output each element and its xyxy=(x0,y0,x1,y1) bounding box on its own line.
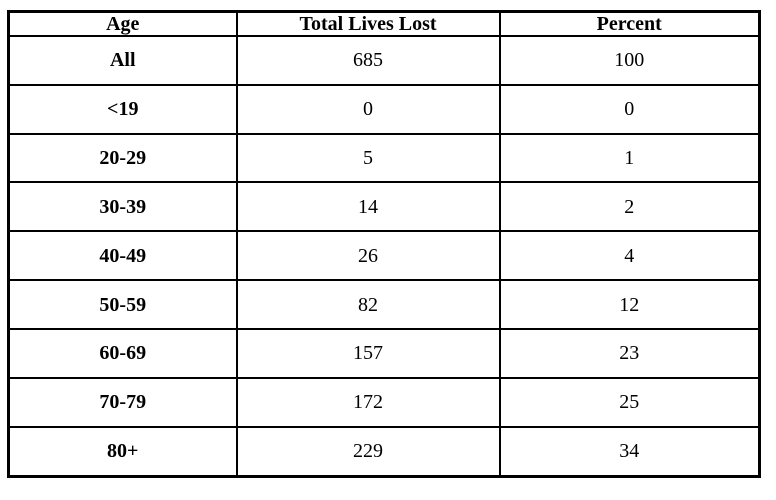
cell-total-lives-lost: 157 xyxy=(235,327,501,379)
lives-lost-table-container: Age Total Lives Lost Percent All 685 100… xyxy=(7,10,761,478)
cell-total-lives-lost: 26 xyxy=(235,230,501,282)
cell-age: 40-49 xyxy=(7,230,238,282)
cell-percent: 0 xyxy=(498,83,761,135)
table-row: 40-49 26 4 xyxy=(7,230,761,282)
table-row: 50-59 82 12 xyxy=(7,279,761,330)
cell-total-lives-lost: 82 xyxy=(235,279,501,330)
cell-percent: 4 xyxy=(498,230,761,282)
cell-total-lives-lost: 5 xyxy=(235,132,501,184)
cell-age: 50-59 xyxy=(7,279,238,330)
cell-total-lives-lost: 229 xyxy=(235,425,501,478)
lives-lost-by-age-table: Age Total Lives Lost Percent All 685 100… xyxy=(7,10,761,478)
cell-age: 60-69 xyxy=(7,327,238,379)
cell-age: 80+ xyxy=(7,425,238,478)
cell-percent: 25 xyxy=(498,376,761,428)
table-row: 80+ 229 34 xyxy=(7,425,761,478)
cell-percent: 100 xyxy=(498,35,761,86)
column-header-percent: Percent xyxy=(498,10,761,37)
cell-total-lives-lost: 172 xyxy=(235,376,501,428)
table-row: <19 0 0 xyxy=(7,83,761,135)
column-header-total-lives-lost: Total Lives Lost xyxy=(235,10,501,37)
cell-total-lives-lost: 14 xyxy=(235,181,501,233)
cell-percent: 2 xyxy=(498,181,761,233)
table-row: 30-39 14 2 xyxy=(7,181,761,233)
table-row: 70-79 172 25 xyxy=(7,376,761,428)
header-row: Age Total Lives Lost Percent xyxy=(7,10,761,37)
table-row: All 685 100 xyxy=(7,35,761,86)
cell-percent: 34 xyxy=(498,425,761,478)
table-row: 20-29 5 1 xyxy=(7,132,761,184)
cell-age: 70-79 xyxy=(7,376,238,428)
cell-age: <19 xyxy=(7,83,238,135)
cell-age: All xyxy=(7,35,238,86)
cell-percent: 23 xyxy=(498,327,761,379)
table-row: 60-69 157 23 xyxy=(7,327,761,379)
cell-total-lives-lost: 0 xyxy=(235,83,501,135)
column-header-age: Age xyxy=(7,10,238,37)
cell-age: 20-29 xyxy=(7,132,238,184)
cell-percent: 1 xyxy=(498,132,761,184)
cell-total-lives-lost: 685 xyxy=(235,35,501,86)
cell-age: 30-39 xyxy=(7,181,238,233)
cell-percent: 12 xyxy=(498,279,761,330)
